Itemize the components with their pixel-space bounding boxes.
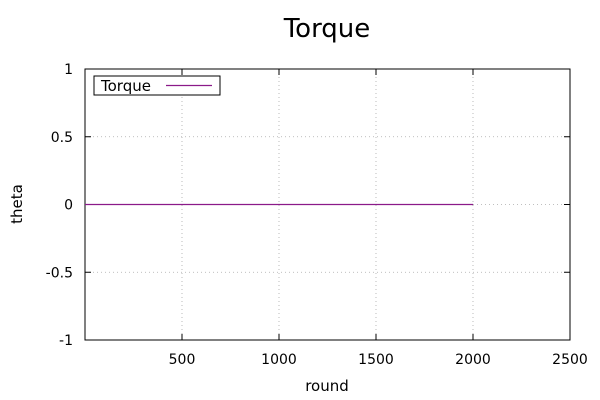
legend-label: Torque xyxy=(100,77,151,95)
x-tick-label: 1000 xyxy=(261,352,297,368)
chart-title: Torque xyxy=(283,14,371,44)
y-axis-label: theta xyxy=(8,184,26,224)
y-tick-label: -0.5 xyxy=(46,265,73,281)
axis-ticks: 500 1000 1500 2000 2500 -1 -0.5 0 0.5 1 xyxy=(46,62,588,368)
x-tick-label: 2000 xyxy=(455,352,491,368)
legend-box xyxy=(93,75,221,96)
legend: Torque xyxy=(93,75,221,96)
y-tick-label: 0.5 xyxy=(51,130,73,146)
y-tick-label: 1 xyxy=(64,62,73,78)
x-tick-label: 2500 xyxy=(552,352,588,368)
x-tick-label: 1500 xyxy=(358,352,394,368)
x-axis-label: round xyxy=(305,377,349,395)
y-tick-label: 0 xyxy=(64,198,73,214)
x-tick-label: 500 xyxy=(169,352,196,368)
y-tick-label: -1 xyxy=(59,333,73,349)
